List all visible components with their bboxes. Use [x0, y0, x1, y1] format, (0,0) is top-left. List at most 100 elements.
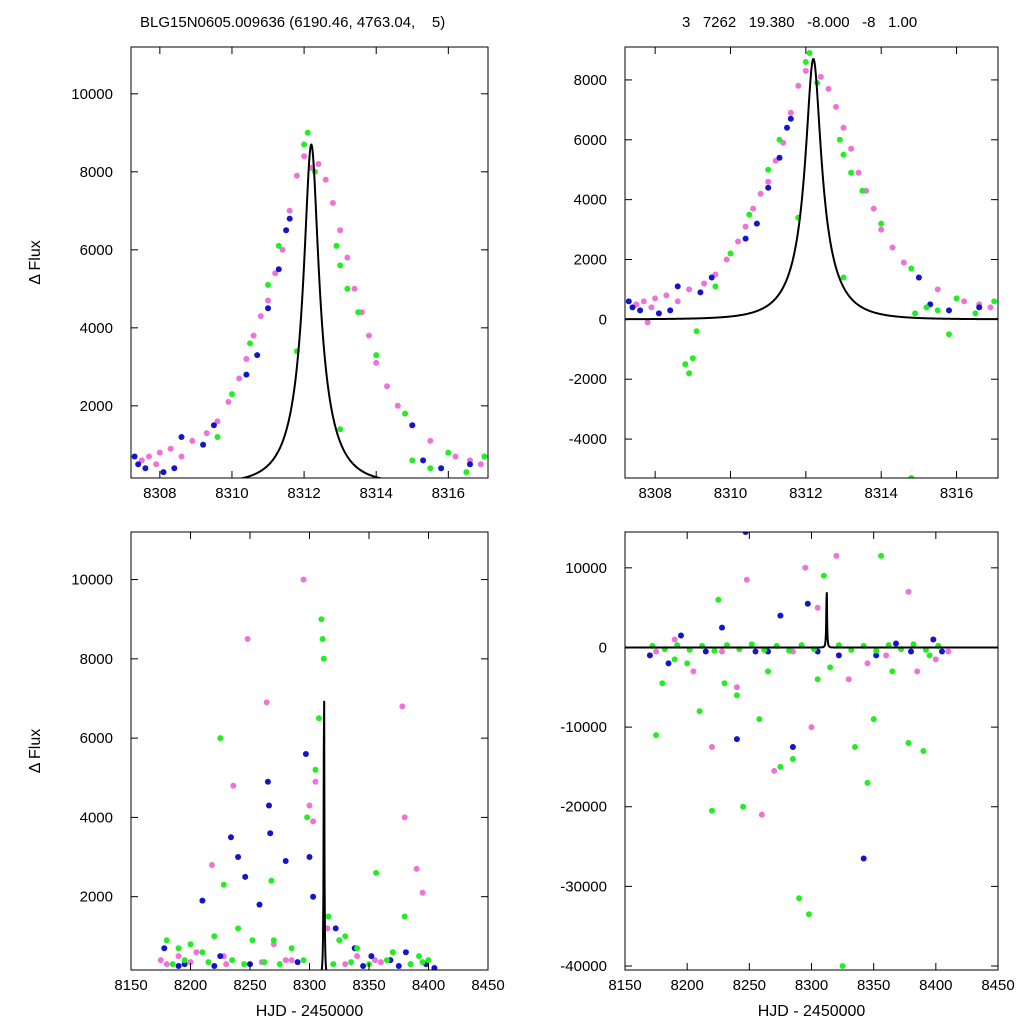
x-axis-label: HJD - 2450000	[256, 1003, 364, 1020]
y-tick-label: -4000	[569, 431, 607, 448]
data-point	[193, 949, 200, 956]
data-point	[288, 957, 295, 964]
data-point	[337, 426, 344, 433]
data-point	[820, 572, 827, 579]
data-point	[915, 274, 922, 281]
data-point	[765, 178, 772, 185]
x-tick-label: 8308	[143, 485, 176, 502]
plot-frame	[130, 46, 489, 479]
figure-title-right: 3 7262 19.380 -8.000 -8 1.00	[682, 14, 918, 31]
data-point	[394, 402, 401, 409]
data-point	[659, 680, 666, 687]
data-point	[742, 532, 749, 535]
data-point	[377, 959, 384, 966]
data-point	[399, 703, 406, 710]
data-point	[646, 652, 653, 659]
data-point	[912, 310, 919, 317]
data-point	[802, 564, 809, 571]
data-point	[833, 552, 840, 559]
data-point	[452, 453, 459, 460]
data-point	[742, 235, 749, 242]
data-point	[467, 461, 473, 468]
data-point	[337, 227, 344, 234]
data-point	[795, 82, 802, 89]
data-point	[156, 449, 163, 456]
data-point	[939, 648, 945, 655]
data-point	[316, 715, 322, 722]
data-point	[157, 957, 164, 964]
x-tick-label: 8316	[940, 485, 973, 502]
panel-bottom-left: 8150 8200 8250 8300 8350 8400 8450 2000 4000 6000…	[27, 531, 505, 1020]
data-point	[372, 957, 378, 964]
y-tick-label: 2000	[80, 889, 113, 906]
data-point	[282, 858, 289, 864]
data-point	[719, 624, 725, 631]
data-point	[263, 699, 270, 706]
data-point	[265, 297, 271, 304]
data-point	[765, 184, 772, 191]
data-point	[905, 740, 912, 746]
data-point	[270, 937, 277, 944]
model-curve	[625, 58, 998, 321]
y-tick-label: 4000	[80, 320, 113, 337]
data-point	[746, 211, 753, 218]
y-tick-label: 2000	[80, 398, 113, 415]
data-point	[282, 957, 289, 964]
data-point	[905, 588, 912, 595]
data-point	[923, 304, 930, 311]
data-point	[142, 465, 149, 472]
x-tick-label: 8350	[352, 977, 385, 994]
data-point	[693, 328, 700, 335]
data-point	[355, 309, 362, 316]
data-point	[991, 298, 998, 305]
data-point	[758, 811, 765, 818]
data-point	[153, 461, 160, 468]
data-point	[312, 778, 319, 785]
data-point	[878, 552, 885, 559]
data-point	[674, 298, 681, 305]
y-axis-label: Δ Flux	[27, 729, 44, 773]
data-point	[930, 636, 937, 643]
data-point	[682, 361, 689, 368]
data-point	[740, 803, 747, 810]
data-point	[753, 220, 760, 227]
data-point	[833, 103, 839, 110]
data-point	[373, 352, 380, 359]
data-point	[757, 190, 764, 197]
data-points	[131, 129, 488, 476]
data-point	[934, 307, 941, 314]
data-point	[383, 957, 390, 964]
data-point	[354, 953, 361, 960]
x-tick-label: 8150	[608, 977, 641, 994]
data-point	[932, 656, 939, 663]
y-tick-label: 0	[599, 639, 607, 656]
data-point	[360, 963, 367, 969]
x-tick-label: 8316	[432, 485, 465, 502]
model-curve	[320, 700, 328, 970]
data-point	[848, 169, 855, 176]
y-tick-label: 6000	[80, 730, 113, 747]
data-point	[926, 652, 933, 659]
data-point	[275, 242, 282, 249]
data-point	[765, 668, 771, 675]
data-point	[425, 957, 432, 964]
data-point	[214, 418, 221, 425]
data-point	[864, 660, 871, 667]
data-point	[835, 652, 842, 659]
data-point	[427, 437, 434, 444]
data-point	[208, 862, 215, 868]
data-point	[402, 410, 409, 417]
y-axis-label: Δ Flux	[27, 240, 44, 284]
data-point	[211, 933, 218, 940]
data-point	[342, 961, 349, 968]
data-point	[229, 957, 236, 964]
data-point	[161, 945, 168, 952]
data-point	[840, 124, 847, 131]
data-point	[655, 310, 662, 317]
x-axis-label: HJD - 2450000	[758, 1003, 866, 1020]
data-point	[210, 422, 217, 429]
x-tick-label: 8450	[981, 977, 1014, 994]
data-point	[665, 660, 672, 667]
data-point	[789, 756, 796, 762]
